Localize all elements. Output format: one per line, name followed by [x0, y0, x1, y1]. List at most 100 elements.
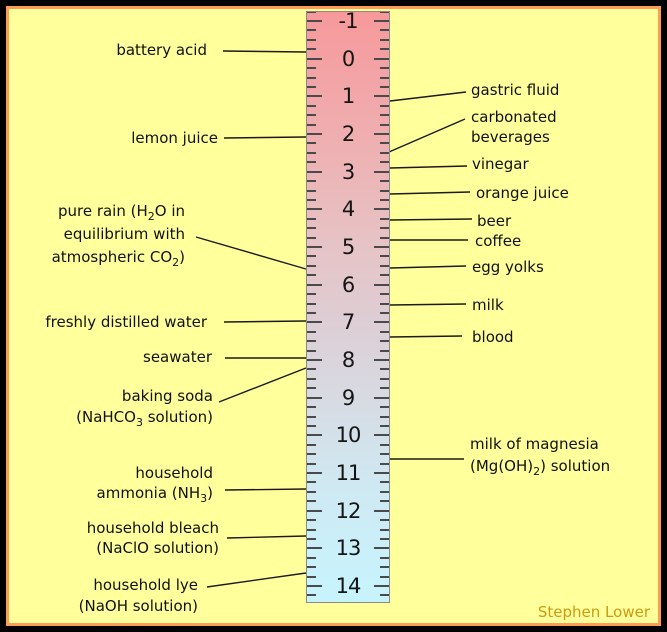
- ruler-tick: [380, 29, 389, 32]
- ruler-tick: [307, 142, 316, 145]
- ruler-tick: [380, 274, 389, 277]
- ruler-tick: [374, 396, 389, 399]
- ruler-tick: [307, 537, 316, 540]
- connector-line-household-ammonia: [224, 488, 307, 491]
- ruler-tick: [307, 396, 322, 399]
- ruler-tick: [380, 67, 389, 70]
- ruler-tick: [307, 38, 316, 41]
- ruler-tick: [374, 208, 389, 211]
- connector-line-vinegar: [389, 165, 468, 169]
- ruler-tick: [380, 415, 389, 418]
- label-seawater: seawater: [143, 347, 212, 367]
- ruler-tick: [380, 443, 389, 446]
- connector-line-milk: [389, 303, 467, 306]
- label-line: household bleach: [86, 519, 219, 537]
- ruler-number: 10: [335, 423, 362, 448]
- ruler-tick: [374, 547, 389, 550]
- ruler-tick: [307, 161, 316, 164]
- ruler-tick: [380, 330, 389, 333]
- ruler-tick: [307, 424, 316, 427]
- ruler-tick: [307, 330, 316, 333]
- label-carbonated-beverages: carbonated beverages: [471, 107, 557, 147]
- ruler-tick: [380, 76, 389, 79]
- ruler-tick: [307, 104, 316, 107]
- label-freshly-distilled-water: freshly distilled water: [45, 312, 207, 332]
- ruler-tick: [307, 20, 322, 22]
- ruler-tick: [307, 594, 316, 597]
- ph-ruler: -1 0 1 2 3 4 5 6 7 8 9 10 11 12 13 14: [306, 11, 390, 603]
- ruler-tick: [380, 349, 389, 352]
- ruler-tick: [307, 302, 316, 305]
- ruler-tick: [374, 20, 389, 22]
- ruler-number: 13: [335, 536, 362, 561]
- label-line: milk of magnesia: [470, 435, 599, 453]
- label-line: coffee: [475, 232, 522, 250]
- ruler-tick: [380, 490, 389, 493]
- ruler-tick: [380, 12, 389, 13]
- ruler-tick: [307, 415, 316, 418]
- label-line: blood: [472, 328, 514, 346]
- ruler-number: 6: [341, 272, 355, 297]
- ruler-tick: [380, 85, 389, 88]
- label-line: carbonated: [471, 108, 557, 126]
- ruler-tick: [380, 594, 389, 597]
- ruler-tick: [380, 227, 389, 230]
- label-blood: blood: [472, 327, 514, 347]
- label-household-ammonia: household ammonia (NH3): [97, 463, 213, 504]
- connector-line-baking-soda: [218, 367, 307, 403]
- label-line: pure rain (H2O in: [57, 202, 185, 223]
- label-line: vinegar: [472, 155, 529, 173]
- ruler-tick: [380, 462, 389, 465]
- label-line: (NaClO solution): [96, 539, 219, 557]
- ruler-tick: [307, 151, 316, 154]
- connector-line-lemon-juice: [223, 136, 307, 139]
- ruler-tick: [307, 377, 316, 380]
- ruler-tick: [307, 170, 322, 173]
- label-orange-juice: orange juice: [476, 183, 569, 203]
- ruler-tick: [307, 217, 316, 220]
- ruler-tick: [307, 114, 316, 117]
- ruler-tick: [380, 48, 389, 51]
- label-line: freshly distilled water: [45, 313, 207, 331]
- ruler-tick: [307, 246, 322, 248]
- ruler-tick: [307, 528, 316, 531]
- connector-line-pure-rain: [195, 236, 307, 270]
- ruler-tick: [380, 180, 389, 183]
- ruler-tick: [380, 302, 389, 305]
- ruler-tick: [307, 264, 316, 267]
- ruler-tick: [307, 406, 316, 409]
- ruler-number: -1: [338, 11, 359, 33]
- ruler-tick: [374, 434, 389, 437]
- connector-line-battery-acid: [222, 50, 307, 53]
- ruler-tick: [307, 274, 316, 277]
- ruler-number: 8: [341, 348, 355, 372]
- ruler-tick: [307, 293, 316, 296]
- ruler-tick: [380, 236, 389, 239]
- ruler-tick: [374, 57, 389, 60]
- connector-line-beer: [389, 218, 473, 221]
- ruler-tick: [380, 340, 389, 343]
- ruler-tick: [380, 38, 389, 41]
- ruler-number: 0: [341, 46, 355, 71]
- label-line: atmospheric CO2): [51, 248, 185, 269]
- ruler-tick: [307, 443, 316, 446]
- ruler-number: 7: [341, 310, 355, 335]
- ruler-tick: [307, 227, 316, 230]
- ruler-tick: [380, 575, 389, 578]
- ruler-tick: [307, 349, 316, 352]
- ruler-tick: [307, 48, 316, 51]
- ruler-tick: [307, 123, 316, 126]
- ruler-tick: [307, 434, 322, 437]
- ruler-tick: [374, 585, 389, 587]
- label-line: beer: [477, 212, 512, 230]
- label-line: (NaHCO3 solution): [76, 408, 213, 429]
- connector-line-freshly-distilled-water: [223, 320, 307, 323]
- label-vinegar: vinegar: [472, 154, 529, 174]
- connector-line-gastric-fluid: [389, 91, 467, 102]
- label-line: (NaOH solution): [78, 597, 198, 615]
- label-household-lye: household lye (NaOH solution): [79, 575, 198, 617]
- ruler-tick: [307, 208, 322, 211]
- ruler-tick: [307, 462, 316, 465]
- ruler-number: 14: [335, 574, 362, 598]
- ruler-tick: [307, 236, 316, 239]
